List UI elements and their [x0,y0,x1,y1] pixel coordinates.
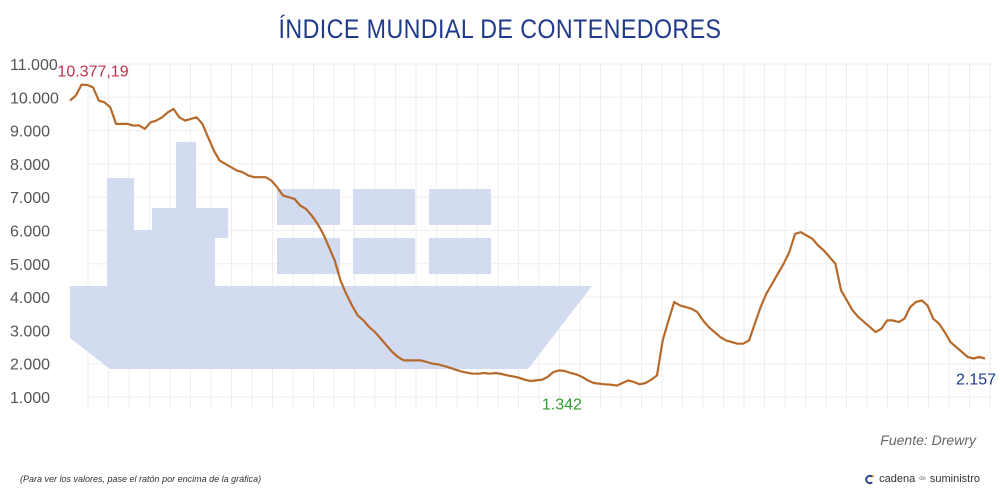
ship-funnel [176,142,196,212]
data-label-min: 1.342 [542,397,582,414]
series-line [69,83,986,387]
data-label-last: 2.157 [956,371,996,388]
brand-logo: cadena de suministro [864,473,980,485]
ship-container [353,189,415,225]
ship-container [353,238,415,274]
brand-text-1: cadena [879,473,916,485]
ship-container [429,189,491,225]
brand-text-2: de [919,476,926,482]
y-axis: 1.000 2.000 3.000 4.000 5.000 6.000 7.000 8.000… [10,57,59,407]
y-tick-label: 10.000 [10,90,59,107]
y-tick-label: 1.000 [10,390,50,407]
ship-hull [70,286,592,369]
y-tick-label: 5.000 [10,257,50,274]
y-tick-label: 3.000 [10,323,50,340]
ship-container [277,189,340,225]
source-credit: Fuente: Drewry [880,432,976,448]
brand-icon [865,474,875,484]
y-tick-label: 11.000 [10,57,58,74]
ship-container [429,238,491,274]
ship-bridge-wing [196,208,228,238]
y-tick-label: 4.000 [10,290,50,307]
footnote: (Para ver los valores, pase el ratón por… [20,474,262,484]
ship-illustration [70,142,592,369]
y-tick-label: 8.000 [10,157,50,174]
y-tick-label: 2.000 [10,357,50,374]
y-tick-label: 9.000 [10,124,50,141]
y-tick-label: 7.000 [10,190,50,207]
brand-text-3: suministro [929,473,980,485]
chart-title: ÍNDICE MUNDIAL DE CONTENEDORES [278,14,722,44]
data-labels: 10.377,19 1.342 2.157 [57,63,996,413]
data-label-max: 10.377,19 [57,63,128,80]
ship-container [277,238,340,274]
y-tick-label: 6.000 [10,224,50,241]
